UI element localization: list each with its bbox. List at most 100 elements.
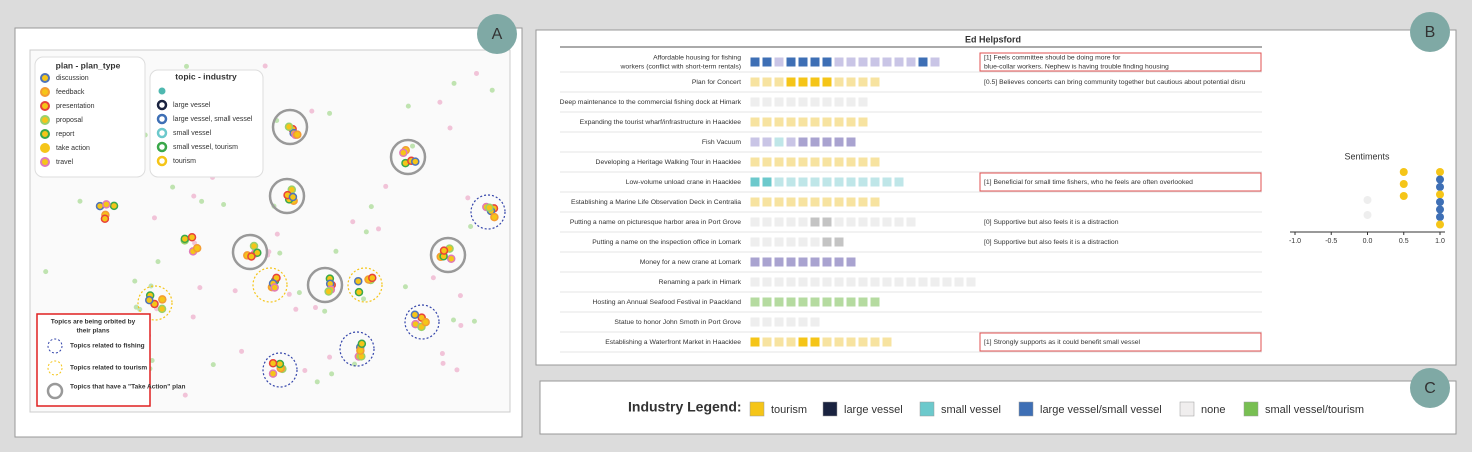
plan-cell — [881, 56, 893, 68]
x-tick-label: -0.5 — [1325, 238, 1337, 245]
plan-cell — [809, 296, 821, 308]
plan-node — [284, 122, 294, 132]
plan-cell — [917, 276, 929, 288]
plan-cell — [893, 216, 905, 228]
sentiment-dot — [1436, 168, 1444, 176]
x-tick-label: 1.0 — [1435, 238, 1445, 245]
legend-label: tourism — [173, 158, 196, 165]
plan-cell — [761, 56, 773, 68]
comment: [1] Feels committee should be doing more… — [984, 54, 1121, 61]
plan-cell — [833, 96, 845, 108]
plan-cell — [821, 216, 833, 228]
plan-cell — [797, 96, 809, 108]
row-label: Expanding the tourist wharf/infrastructu… — [580, 119, 742, 126]
plan-node — [268, 369, 278, 378]
plan-node — [421, 317, 430, 327]
panel-letter: C — [1424, 380, 1436, 397]
cluster-ring — [429, 236, 467, 274]
plan-cell — [845, 96, 857, 108]
row-label: Hosting an Annual Seafood Festival in Pa… — [593, 299, 742, 306]
plan-cell — [749, 236, 761, 248]
plan-cell — [785, 176, 797, 188]
plan-cell — [785, 296, 797, 308]
cluster-ring — [231, 233, 269, 271]
sentiment-dot — [1436, 183, 1444, 191]
plan-cell — [761, 196, 773, 208]
node — [239, 348, 245, 354]
plan-cell — [809, 116, 821, 128]
fishing-symbol — [47, 338, 63, 354]
sentiment-dot — [1399, 168, 1408, 176]
legend-swatch — [156, 127, 168, 139]
plan-cell — [785, 276, 797, 288]
plan-cell — [845, 136, 857, 148]
sentiment-dot — [1436, 175, 1444, 184]
legend-swatch — [156, 141, 168, 153]
plan-cell — [833, 156, 845, 168]
legend-label: tourism — [771, 404, 807, 416]
plan-cell — [785, 136, 797, 148]
plan-cell — [809, 276, 821, 288]
legend-swatch — [1243, 401, 1259, 417]
plan-cell — [845, 256, 857, 268]
plan-cell — [797, 136, 809, 148]
comment: [0] Supportive but also feels it is a di… — [984, 219, 1119, 226]
plan-node — [157, 304, 167, 314]
plan-cell — [809, 156, 821, 168]
legend-swatch — [40, 87, 50, 97]
plan-node — [357, 339, 367, 348]
legend-swatch — [40, 115, 50, 125]
legend-swatch — [40, 73, 50, 83]
plan-cell — [821, 116, 833, 128]
plan-cell — [797, 76, 809, 88]
node — [451, 80, 457, 86]
plan-cell — [749, 316, 761, 328]
node — [439, 351, 445, 357]
legend-label: large vessel/small vessel — [1040, 404, 1162, 416]
plan-cell — [773, 136, 785, 148]
plan-cell — [773, 316, 785, 328]
plan-cell — [773, 256, 785, 268]
note-item: Topics related to fishing — [70, 343, 145, 350]
legend-swatch — [40, 129, 50, 139]
cluster-ring — [404, 304, 440, 340]
plan-node — [268, 359, 278, 368]
plan-cell — [941, 276, 953, 288]
node — [132, 278, 138, 284]
note-title: Topics are being orbited by — [51, 319, 136, 326]
plan-node — [446, 254, 456, 263]
plan-cell — [785, 196, 797, 208]
legend-label: large vessel — [844, 404, 903, 416]
plan-cell — [761, 276, 773, 288]
plan-cell — [857, 276, 869, 288]
legend-label: proposal — [56, 117, 83, 124]
node — [149, 357, 155, 363]
plan-cell — [845, 116, 857, 128]
sentiment-dot — [1363, 196, 1372, 204]
plan-cell — [797, 216, 809, 228]
sentiment-dot — [1399, 192, 1408, 200]
legend-swatch — [156, 113, 168, 125]
plan-cell — [797, 176, 809, 188]
plan-cell — [785, 56, 797, 68]
cluster-ring — [339, 331, 375, 367]
cluster-ring — [268, 177, 306, 215]
node — [221, 202, 227, 208]
node — [170, 184, 176, 190]
plan-cell — [797, 56, 809, 68]
plan-cell — [749, 276, 761, 288]
node — [329, 371, 335, 377]
plan-cell — [869, 56, 881, 68]
legend-label: small vessel, tourism — [173, 144, 238, 151]
x-tick-label: 0.0 — [1363, 238, 1373, 245]
plan-cell — [773, 96, 785, 108]
node — [447, 125, 453, 131]
legend-label: presentation — [56, 103, 95, 110]
node — [296, 290, 302, 296]
cluster-ring — [470, 194, 506, 230]
note-item: Topics related to tourism — [70, 365, 147, 372]
plan-cell — [809, 216, 821, 228]
node — [410, 143, 416, 149]
note-title: their plans — [77, 328, 110, 335]
